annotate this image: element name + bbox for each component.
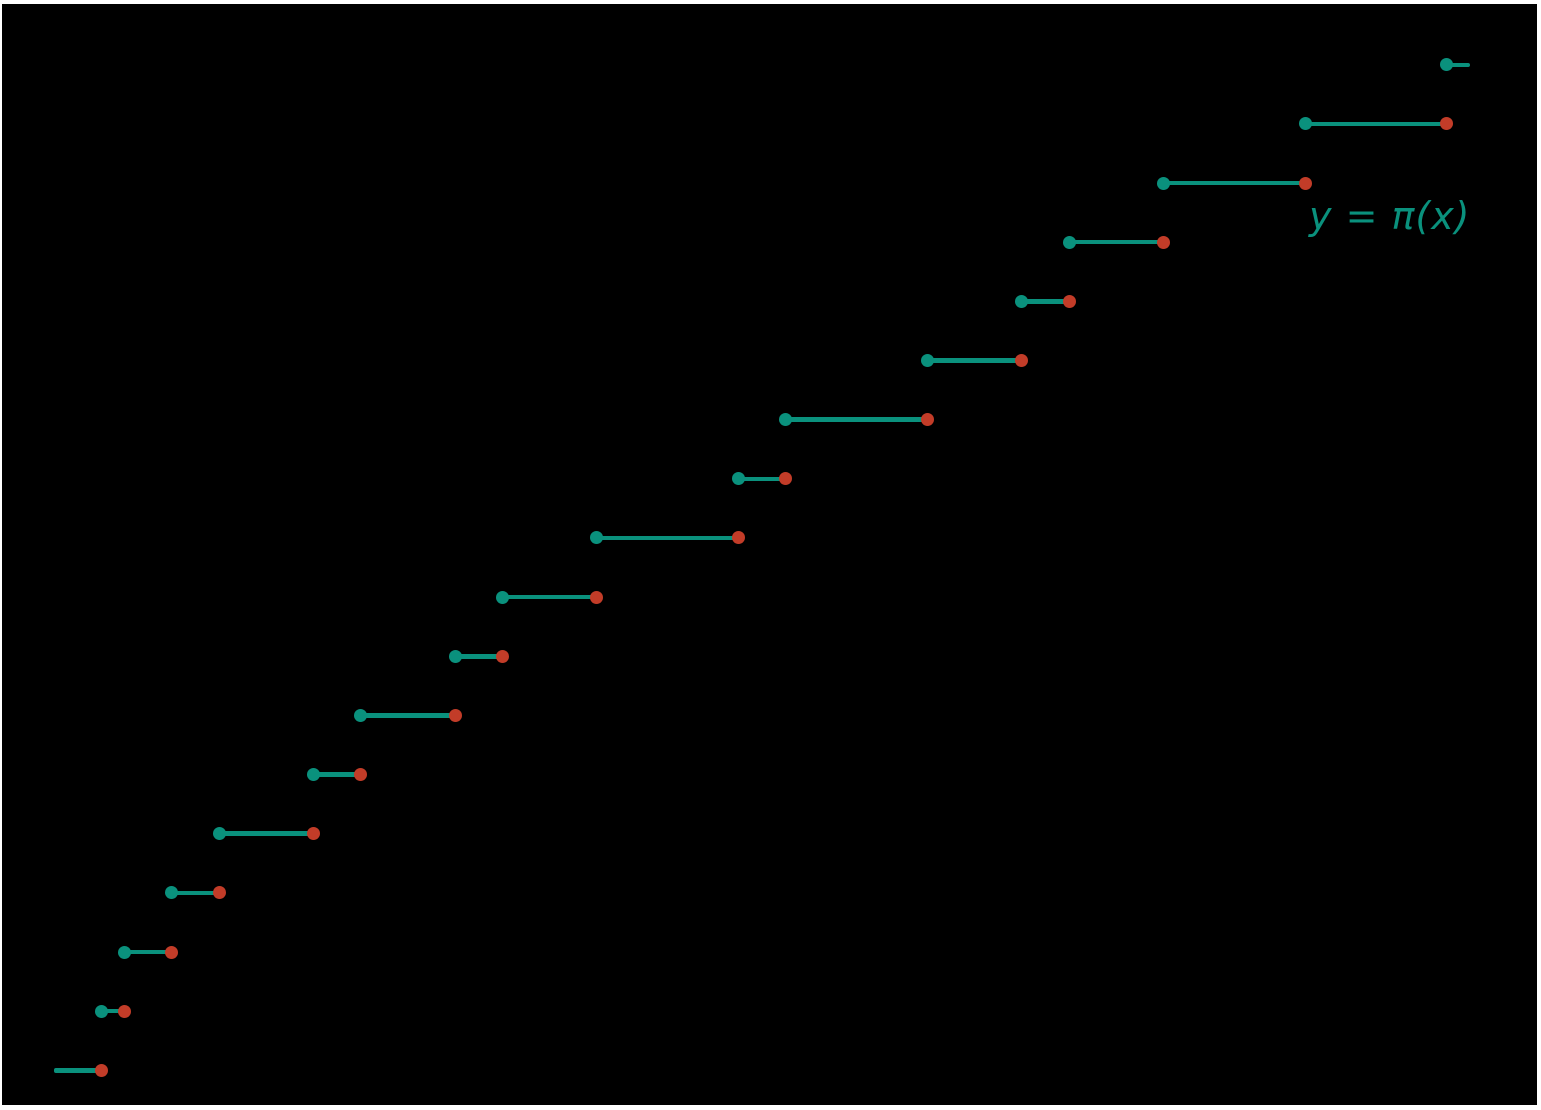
step-segment <box>785 417 928 422</box>
step-segment <box>1305 121 1447 127</box>
closed-endpoint-dot <box>731 472 745 486</box>
open-endpoint-dot <box>307 827 320 841</box>
open-endpoint-dot <box>590 590 604 604</box>
closed-endpoint-dot <box>779 413 793 427</box>
step-segment <box>927 358 1022 363</box>
closed-endpoint-dot <box>495 590 509 604</box>
open-endpoint-dot <box>1015 354 1029 367</box>
open-endpoint-dot <box>1440 117 1454 131</box>
closed-endpoint-dot <box>1015 294 1029 308</box>
step-segment <box>1021 299 1070 304</box>
step-segment <box>1446 62 1471 67</box>
closed-endpoint-dot <box>448 649 462 663</box>
closed-endpoint-dot <box>94 1004 108 1018</box>
open-endpoint-dot <box>1156 235 1170 249</box>
step-segment <box>219 831 314 836</box>
step-segment <box>313 772 361 777</box>
closed-endpoint-dot <box>1062 235 1076 249</box>
function-label: y = π(x) <box>1309 194 1471 238</box>
open-endpoint-dot <box>495 649 509 663</box>
step-segment <box>124 949 172 955</box>
closed-endpoint-dot <box>212 827 226 841</box>
open-endpoint-dot <box>920 413 934 427</box>
step-segment <box>171 890 220 896</box>
closed-endpoint-dot <box>920 354 934 367</box>
step-segment <box>101 1008 125 1014</box>
closed-endpoint-dot <box>1156 176 1170 190</box>
step-segment <box>1069 239 1164 245</box>
open-endpoint-dot <box>165 945 179 959</box>
closed-endpoint-dot <box>307 768 320 782</box>
step-segment <box>360 713 456 718</box>
open-endpoint-dot <box>779 472 793 486</box>
step-segment <box>53 1068 102 1073</box>
closed-endpoint-dot <box>354 708 368 722</box>
open-endpoint-dot <box>118 1004 132 1018</box>
closed-endpoint-dot <box>1298 117 1312 131</box>
step-segment <box>738 476 786 482</box>
closed-endpoint-dot <box>1440 58 1454 72</box>
step-segment <box>455 654 503 659</box>
step-segment <box>502 594 597 600</box>
closed-endpoint-dot <box>165 886 179 900</box>
open-endpoint-dot <box>1298 176 1312 190</box>
open-endpoint-dot <box>1062 294 1076 308</box>
open-endpoint-dot <box>731 531 745 545</box>
open-endpoint-dot <box>354 768 368 782</box>
open-endpoint-dot <box>94 1063 108 1077</box>
open-endpoint-dot <box>448 708 462 722</box>
open-endpoint-dot <box>212 886 226 900</box>
step-segment <box>596 535 739 541</box>
closed-endpoint-dot <box>590 531 604 545</box>
closed-endpoint-dot <box>118 945 132 959</box>
plot-area <box>2 4 1537 1105</box>
step-segment <box>1163 180 1306 186</box>
